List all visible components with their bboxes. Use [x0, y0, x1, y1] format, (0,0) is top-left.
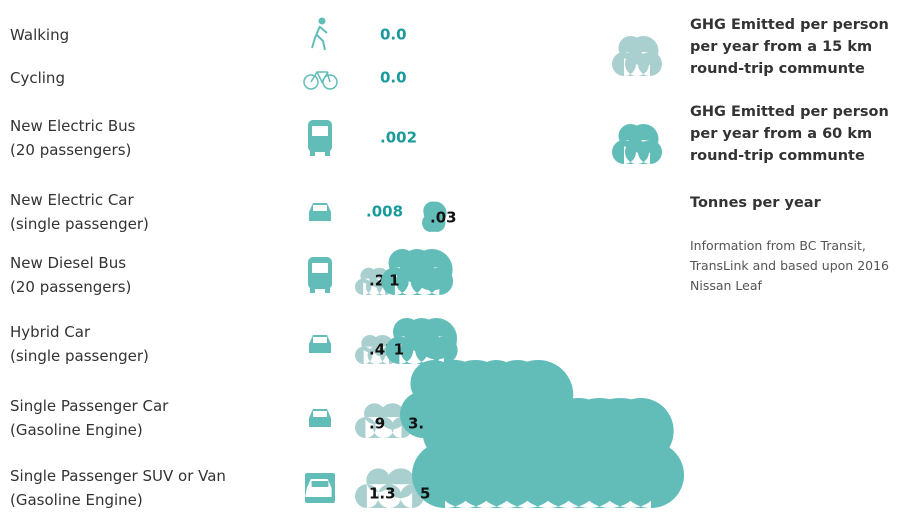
transport-icon: [304, 72, 337, 89]
transport-icon: [305, 473, 335, 503]
value-label: .002: [380, 129, 417, 147]
value-label: .03: [430, 209, 457, 227]
value-label: 0.0: [380, 26, 407, 44]
category-label: Walking: [10, 24, 69, 46]
transport-icon: [308, 120, 332, 156]
icon-part: [313, 411, 327, 417]
category-label: Single Passenger Car: [10, 395, 168, 417]
category-note: (20 passengers): [10, 139, 131, 161]
value-label: 3.: [408, 415, 424, 433]
icon-part: [313, 337, 327, 343]
transport-icon: [309, 335, 331, 353]
unit-label: Tonnes per year: [690, 192, 905, 214]
legend-cloud: [612, 124, 662, 164]
infographic: 0.00.0.002.008.03.271.421.93.1.35 GHG Em…: [0, 0, 907, 527]
legend-cloud: [612, 36, 662, 76]
icon-part: [312, 126, 328, 136]
icon-part: [319, 18, 325, 24]
icon-part: [312, 26, 327, 50]
source-note: Information from BC Transit, TransLink a…: [690, 236, 905, 296]
value-label: 1.3: [369, 485, 396, 503]
category-note: (single passenger): [10, 345, 149, 367]
icon-part: [310, 288, 315, 293]
icon-part: [325, 288, 330, 293]
cloud-60km: [412, 398, 684, 508]
value-label: .9: [369, 415, 385, 433]
category-label: Cycling: [10, 67, 65, 89]
icon-part: [310, 151, 315, 156]
transport-icon: [309, 203, 331, 221]
value-label: .008: [366, 203, 403, 221]
category-note: (single passenger): [10, 213, 149, 235]
legend-label: GHG Emitted per person per year from a 1…: [690, 14, 905, 80]
icon-part: [311, 72, 330, 82]
value-label: 1: [394, 341, 404, 359]
icon-part: [325, 151, 330, 156]
icon-part: [313, 205, 327, 211]
transport-icon: [308, 257, 332, 293]
category-note: (Gasoline Engine): [10, 489, 143, 511]
category-note: (Gasoline Engine): [10, 419, 143, 441]
transport-icon: [309, 409, 331, 427]
category-label: Single Passenger SUV or Van: [10, 465, 226, 487]
category-note: (20 passengers): [10, 276, 131, 298]
category-label: Hybrid Car: [10, 321, 90, 343]
legend-label: GHG Emitted per person per year from a 6…: [690, 101, 905, 167]
category-label: New Electric Car: [10, 189, 134, 211]
value-label: 5: [420, 485, 430, 503]
value-label: 1: [389, 272, 399, 290]
icon-part: [312, 263, 328, 273]
category-label: New Electric Bus: [10, 115, 135, 137]
value-label: 0.0: [380, 69, 407, 87]
icon-part: [312, 481, 329, 487]
transport-icon: [312, 18, 327, 50]
category-label: New Diesel Bus: [10, 252, 126, 274]
